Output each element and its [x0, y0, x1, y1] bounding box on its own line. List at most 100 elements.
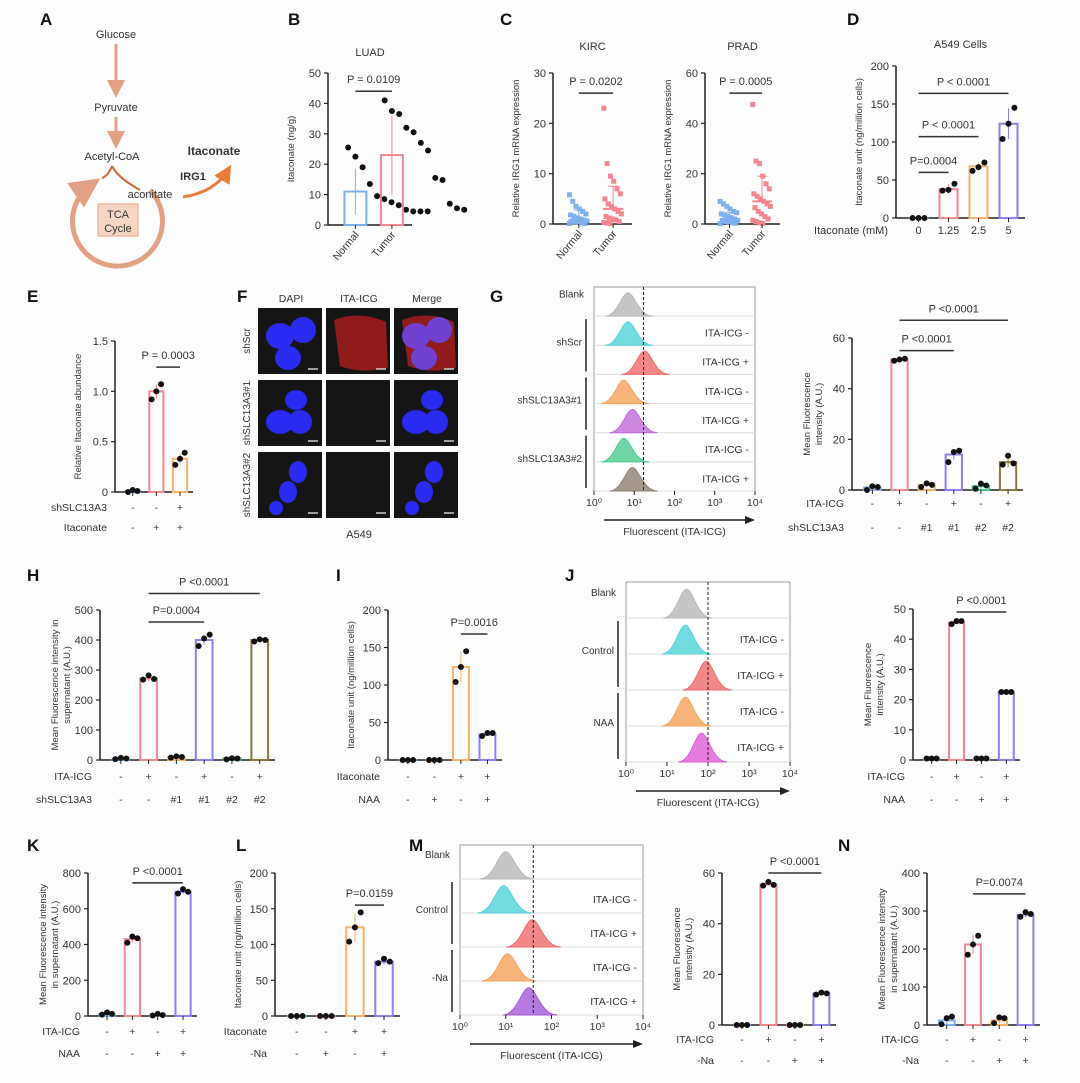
chart-m-bar: 0 20 40 60 Mean Fluorescence intensity (A.U.)… — [672, 856, 836, 1067]
condition-value: #1 — [948, 522, 960, 534]
data-point — [728, 215, 734, 221]
data-point — [580, 208, 586, 214]
condition-value: + — [177, 522, 183, 534]
data-point — [972, 485, 979, 492]
data-point — [983, 755, 990, 762]
data-point — [262, 637, 269, 643]
data-point — [1027, 911, 1034, 918]
data-point — [770, 881, 777, 888]
data-point — [725, 213, 731, 219]
data-point — [939, 187, 946, 194]
data-point — [299, 1013, 306, 1019]
data-point — [388, 108, 395, 114]
group-label: shSLC13A3#1 — [518, 396, 583, 407]
condition-value: - — [155, 502, 159, 514]
p-value-label: P = 0.0005 — [719, 76, 772, 88]
data-point — [964, 951, 971, 958]
y-tick-label: 60 — [833, 333, 845, 345]
row-label: shScr — [242, 328, 253, 354]
y-tick-label: 100 — [363, 680, 381, 692]
bar — [194, 639, 214, 761]
chart-title: KIRC — [579, 41, 605, 53]
y-tick-label: 200 — [871, 61, 889, 73]
bar — [948, 621, 966, 762]
y-tick-label: 300 — [75, 665, 93, 677]
data-point — [359, 164, 366, 171]
data-point — [921, 215, 928, 221]
condition-value: - — [295, 1048, 299, 1060]
data-point — [991, 1020, 998, 1027]
y-tick-label: 400 — [902, 868, 920, 880]
histogram-peak — [477, 885, 533, 914]
data-point — [352, 153, 359, 160]
p-value-label: P <0.0001 — [133, 866, 183, 878]
y-tick-label: 200 — [250, 868, 268, 880]
data-point — [717, 221, 723, 227]
y-axis-label: intensity (A.U.) — [684, 918, 695, 980]
irg1-label: IRG1 — [180, 171, 206, 183]
histogram-peak — [682, 660, 732, 691]
data-point — [729, 220, 735, 226]
data-point — [572, 219, 578, 225]
data-point — [134, 487, 141, 494]
condition-value: - — [945, 1034, 949, 1046]
nucleus — [425, 461, 443, 483]
condition-label: shSLC13A3 — [36, 794, 92, 806]
row-label: ITA-ICG + — [702, 473, 749, 485]
condition-label: NAA — [358, 794, 380, 806]
bar — [759, 883, 778, 1027]
y-tick-label: 1.5 — [93, 336, 108, 348]
condition-value: + — [1003, 794, 1009, 806]
data-point — [609, 203, 615, 209]
group-label: NAA — [593, 718, 614, 729]
category-label: Tumor — [591, 228, 620, 259]
data-point — [975, 164, 982, 171]
y-axis-label: Itaconate (ng/g) — [286, 116, 297, 183]
condition-label: ITA-ICG — [676, 1034, 714, 1046]
data-point — [112, 756, 119, 763]
condition-value: + — [953, 771, 959, 783]
data-point — [983, 482, 990, 489]
data-point — [929, 481, 936, 488]
data-point — [923, 755, 930, 762]
data-point — [981, 159, 988, 166]
data-point — [950, 449, 957, 455]
data-point — [568, 212, 574, 218]
cycle-label: Cycle — [104, 223, 132, 235]
condition-value: + — [381, 1048, 387, 1060]
p-value-label: P=0.0074 — [976, 877, 1023, 889]
x-tick-label: 10² — [544, 1021, 560, 1033]
data-point — [178, 754, 185, 760]
data-point — [424, 208, 431, 215]
data-point — [722, 212, 728, 218]
channel-header: Merge — [412, 293, 442, 305]
data-point — [998, 689, 1005, 696]
panel-label-f: F — [237, 287, 248, 306]
y-tick-label: 100 — [250, 940, 268, 952]
data-point — [720, 201, 726, 207]
data-point — [357, 909, 364, 916]
condition-value: - — [980, 771, 984, 783]
micrograph-image — [258, 308, 322, 374]
group-label: Control — [416, 905, 448, 916]
data-point — [1008, 689, 1015, 696]
data-point — [125, 489, 132, 495]
data-point — [756, 161, 762, 167]
x-tick-label: 10⁴ — [747, 497, 763, 509]
histogram-peak — [502, 987, 558, 1016]
condition-value: - — [930, 794, 934, 806]
data-point — [733, 1022, 740, 1028]
y-tick-label: 200 — [902, 944, 920, 956]
x-tick-label: 10⁴ — [782, 768, 798, 780]
data-point — [574, 215, 580, 221]
data-point — [751, 191, 757, 197]
y-tick-label: 0 — [375, 755, 381, 767]
data-point — [185, 888, 192, 895]
y-tick-label: 20 — [833, 434, 845, 446]
y-tick-label: 30 — [534, 68, 546, 80]
data-point — [201, 635, 208, 642]
condition-label: Itaconate — [64, 522, 107, 534]
data-point — [718, 211, 724, 217]
data-point — [386, 958, 393, 965]
